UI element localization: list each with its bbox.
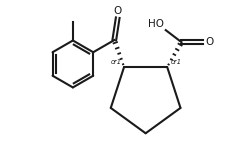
- Text: HO: HO: [148, 19, 164, 29]
- Text: O: O: [114, 6, 122, 16]
- Text: or1: or1: [110, 59, 121, 65]
- Text: O: O: [205, 37, 213, 47]
- Text: or1: or1: [171, 59, 182, 65]
